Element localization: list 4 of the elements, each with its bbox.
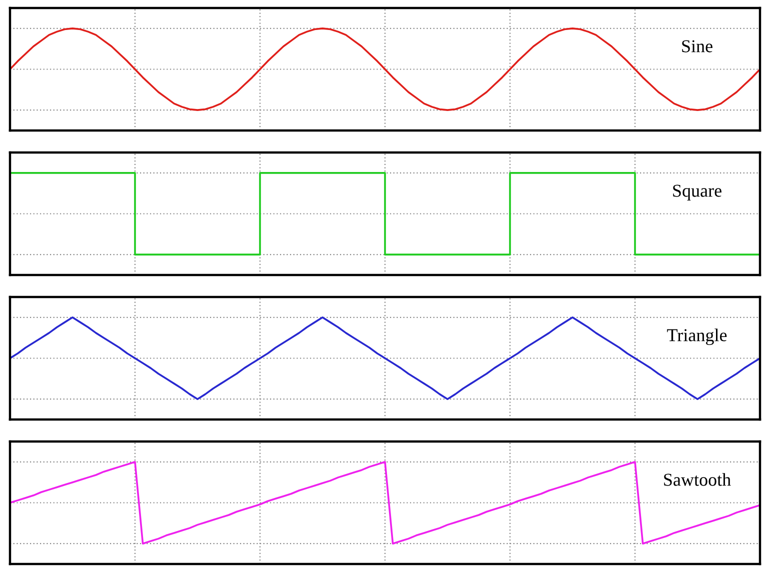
- text: Sine: [682, 40, 712, 52]
- text: Square: [673, 184, 722, 200]
- series-label: Sawtooth: [664, 473, 731, 486]
- series-label: Triangle: [667, 328, 727, 346]
